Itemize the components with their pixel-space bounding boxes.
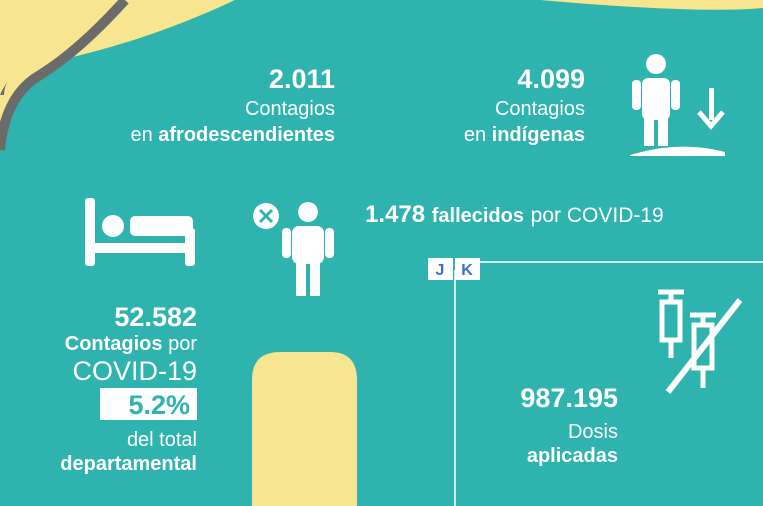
stat-number: 52.582 [114,302,197,332]
corner-fill [0,0,110,95]
stat-label: del total [127,429,197,451]
tab-label: K [461,262,473,279]
tab [455,258,480,280]
bed-icon [85,198,195,266]
stat-label: fallecidos [432,205,524,227]
top-band [0,0,763,10]
stat-number: 987.195 [520,383,618,413]
stat-label: Contagios [495,98,585,120]
stat-number: 4.099 [517,64,585,94]
connector: por [168,333,197,355]
disease: COVID-19 [72,356,197,386]
stat-label: aplicadas [527,445,618,467]
stat-label: Dosis [568,421,618,443]
prefix: en [464,124,486,146]
stat-label: Contagios por [65,333,198,355]
connector: por COVID-19 [531,204,664,227]
tab [428,258,453,280]
person-icon [630,54,725,156]
road [0,0,129,151]
stat-label: departamental [60,453,197,475]
syringe-icon [658,289,743,394]
stat-label: en indígenas [464,124,585,146]
group: afrodescendientes [158,124,335,146]
stat-number: 1.478 [365,201,425,228]
percent-box [100,388,197,420]
label: Contagios [65,333,163,355]
prefix: en [130,124,152,146]
group: indígenas [492,124,585,146]
stat-label: en afrodescendientes [130,124,335,146]
stat-number: 2.011 [269,64,335,94]
pill [252,352,357,506]
stat-label: Contagios [245,98,335,120]
percent: 5.2% [128,390,190,420]
tab-label: J [436,262,445,279]
deaths-stat: 1.478 fallecidos por COVID-19 [365,201,664,228]
deceased-icon [253,202,334,296]
